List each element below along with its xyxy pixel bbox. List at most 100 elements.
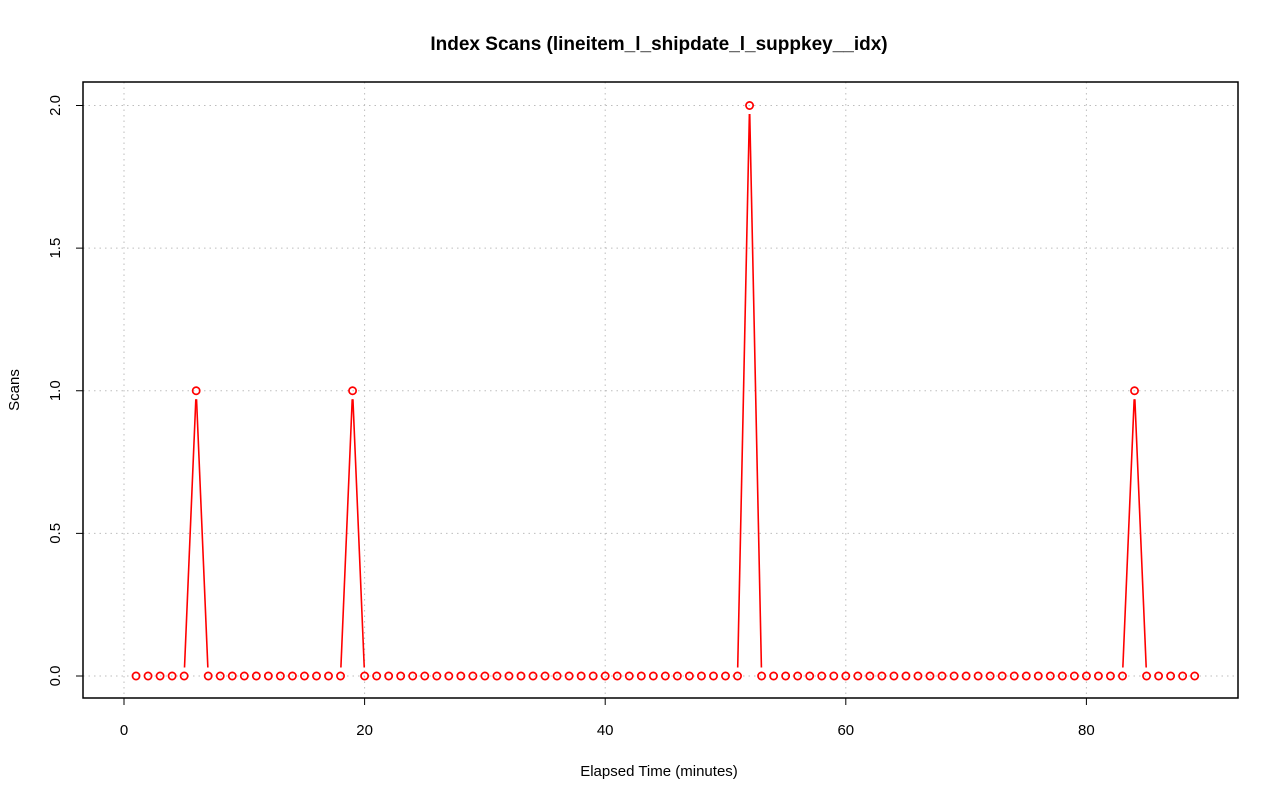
data-point: [1130, 386, 1139, 396]
x-axis-label: Elapsed Time (minutes): [580, 763, 738, 780]
data-point: [612, 671, 622, 681]
data-point: [408, 671, 418, 681]
data-point: [275, 671, 285, 681]
data-point: [961, 671, 971, 681]
x-tick-label: 80: [1078, 722, 1095, 739]
data-point: [1093, 671, 1103, 681]
series-line-segment: [195, 399, 209, 668]
y-tick-label: 1.5: [47, 238, 64, 259]
series-line-segment: [736, 113, 751, 668]
data-point: [889, 671, 899, 681]
data-point: [227, 671, 237, 681]
data-point: [1081, 671, 1091, 681]
data-point: [287, 671, 297, 681]
data-point: [191, 386, 201, 396]
data-point: [263, 671, 273, 681]
data-point: [913, 671, 923, 681]
data-point: [1106, 671, 1115, 681]
data-point: [516, 671, 526, 681]
data-point: [733, 671, 742, 681]
series: [131, 101, 1200, 681]
data-point: [973, 671, 983, 681]
series-line-segment: [748, 113, 763, 668]
data-point: [203, 671, 213, 681]
data-point: [877, 671, 887, 681]
data-point: [721, 671, 730, 681]
data-point: [901, 671, 911, 681]
data-point: [636, 671, 646, 681]
data-point: [480, 671, 490, 681]
data-point: [432, 671, 442, 681]
data-point: [155, 671, 165, 681]
data-point: [1142, 671, 1152, 681]
data-point: [372, 671, 382, 681]
data-point: [348, 386, 358, 396]
data-point: [420, 671, 430, 681]
x-tick-label: 40: [597, 722, 614, 739]
data-point: [1154, 671, 1164, 681]
data-point: [1009, 671, 1019, 681]
data-point: [588, 671, 598, 681]
data-point: [624, 671, 634, 681]
x-tick-label: 60: [837, 722, 854, 739]
data-point: [684, 671, 694, 681]
x-axis: 0 20 40 60 80: [120, 698, 1095, 739]
series-line-segment: [352, 399, 366, 668]
data-point: [251, 671, 261, 681]
data-point: [1045, 671, 1055, 681]
data-point: [492, 671, 502, 681]
x-tick-label: 0: [120, 722, 128, 739]
data-point: [384, 671, 394, 681]
data-point: [540, 671, 550, 681]
data-point: [937, 671, 947, 681]
data-point: [528, 671, 538, 681]
data-point: [564, 671, 574, 681]
data-point: [1190, 671, 1200, 681]
data-point: [360, 671, 370, 681]
data-point: [745, 101, 755, 110]
data-point: [925, 671, 935, 681]
data-point: [853, 671, 863, 681]
plot-frame: [82, 81, 1239, 699]
data-point: [143, 671, 153, 681]
data-point: [456, 671, 466, 681]
data-point: [769, 671, 779, 681]
series-line-segment: [1134, 399, 1147, 668]
data-point: [1118, 671, 1127, 681]
data-point: [1033, 671, 1043, 681]
data-point: [672, 671, 682, 681]
data-point: [552, 671, 562, 681]
data-point: [709, 671, 718, 681]
data-point: [648, 671, 658, 681]
y-tick-label: 0.0: [47, 666, 64, 687]
data-point: [167, 671, 177, 681]
data-point: [696, 671, 706, 681]
series-line-segment: [1122, 399, 1135, 668]
data-point: [1057, 671, 1067, 681]
data-point: [865, 671, 875, 681]
data-point: [829, 671, 839, 681]
data-point: [300, 671, 309, 681]
data-point: [576, 671, 586, 681]
y-tick-label: 0.5: [47, 523, 64, 544]
data-point: [215, 671, 225, 681]
data-point: [324, 671, 333, 681]
data-point: [504, 671, 514, 681]
y-axis: 0.0 0.5 1.0 1.5 2.0: [47, 95, 83, 686]
data-point: [131, 671, 141, 681]
data-point: [1166, 671, 1176, 681]
data-point: [841, 671, 851, 681]
data-point: [793, 671, 803, 681]
data-point: [1069, 671, 1079, 681]
data-point: [468, 671, 478, 681]
y-tick-label: 1.0: [47, 380, 64, 401]
data-point: [444, 671, 454, 681]
data-point: [757, 671, 767, 681]
data-point: [336, 671, 345, 681]
data-point: [312, 671, 321, 681]
series-line-segment: [183, 399, 197, 668]
data-point: [660, 671, 670, 681]
data-point: [1178, 671, 1188, 681]
data-point: [239, 671, 249, 681]
chart-title: Index Scans (lineitem_l_shipdate_l_suppk…: [430, 34, 887, 55]
